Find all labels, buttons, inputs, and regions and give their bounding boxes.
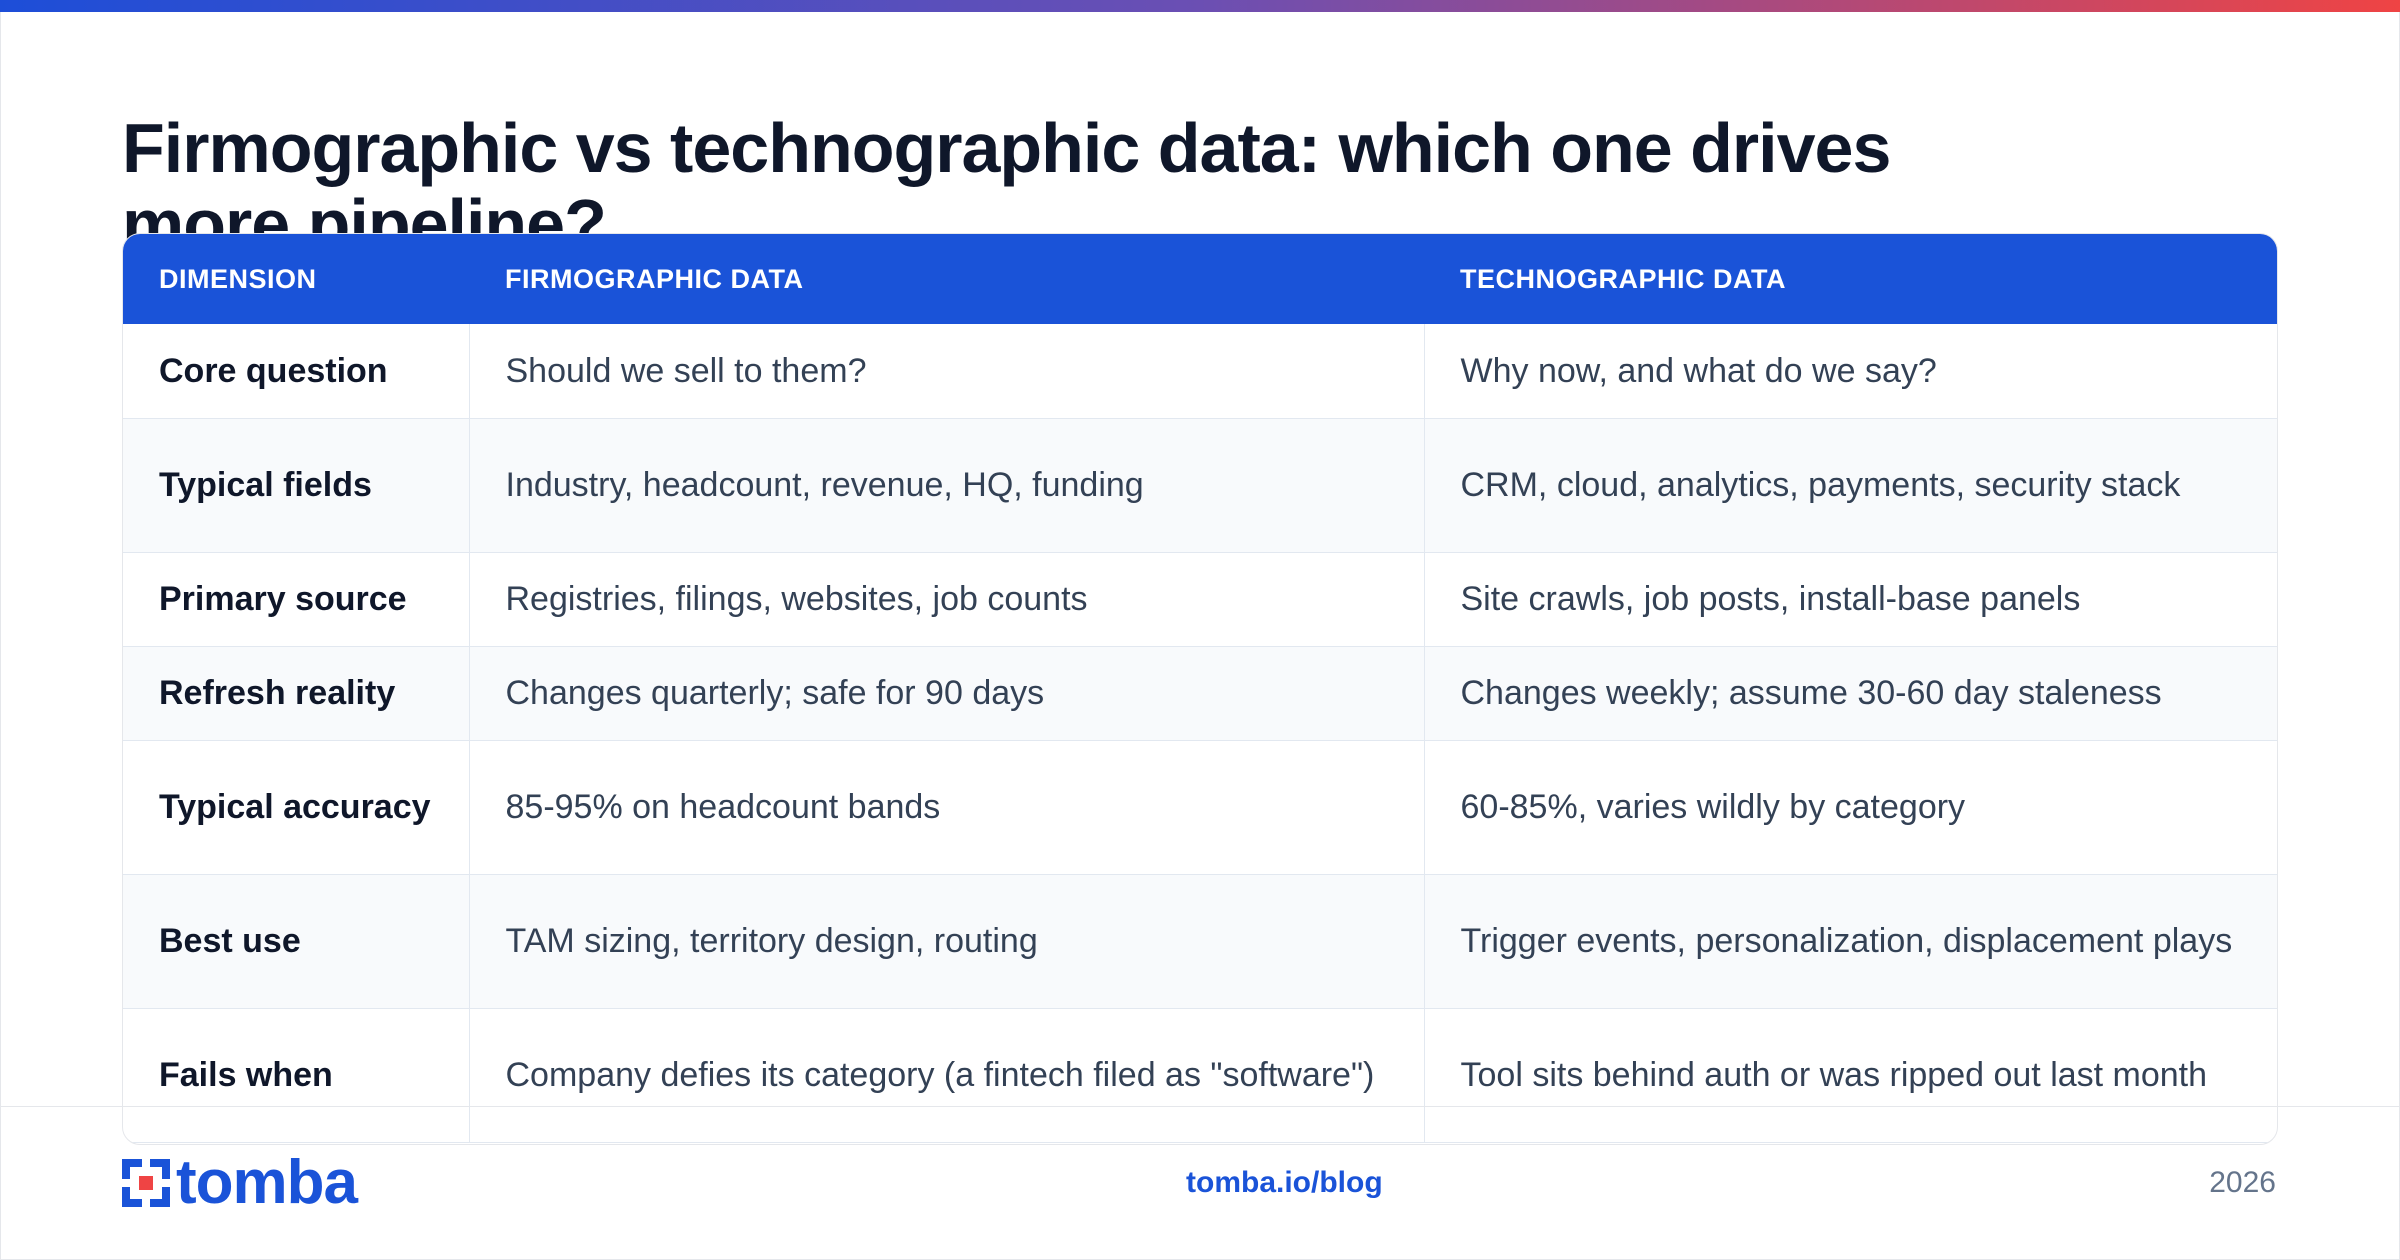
technographic-cell: CRM, cloud, analytics, payments, securit…	[1424, 418, 2277, 553]
firmographic-cell: Changes quarterly; safe for 90 days	[469, 646, 1425, 741]
table-row: Typical fields Industry, headcount, reve…	[123, 418, 2277, 553]
technographic-cell: Trigger events, personalization, displac…	[1424, 874, 2277, 1009]
header-dimension: DIMENSION	[123, 234, 469, 324]
technographic-cell: Tool sits behind auth or was ripped out …	[1424, 1008, 2277, 1143]
table-row: Refresh reality Changes quarterly; safe …	[123, 646, 2277, 741]
row-dimension: Refresh reality	[123, 646, 470, 741]
footer-year: 2026	[2209, 1166, 2276, 1199]
blog-link[interactable]: tomba.io/blog	[1186, 1166, 1383, 1199]
tomba-logo-mark-icon	[122, 1159, 170, 1207]
table-header-row: DIMENSION FIRMOGRAPHIC DATA TECHNOGRAPHI…	[123, 234, 2277, 324]
firmographic-cell: 85-95% on headcount bands	[469, 740, 1425, 875]
gradient-top-bar	[0, 0, 2400, 12]
row-dimension: Core question	[123, 324, 470, 419]
row-dimension: Best use	[123, 874, 470, 1009]
table-row: Best use TAM sizing, territory design, r…	[123, 874, 2277, 1009]
table-row: Fails when Company defies its category (…	[123, 1008, 2277, 1143]
header-firmographic: FIRMOGRAPHIC DATA	[469, 234, 1424, 324]
comparison-table-card: DIMENSION FIRMOGRAPHIC DATA TECHNOGRAPHI…	[122, 233, 2278, 1145]
technographic-cell: Site crawls, job posts, install-base pan…	[1424, 552, 2277, 647]
firmographic-cell: Industry, headcount, revenue, HQ, fundin…	[469, 418, 1425, 553]
technographic-cell: 60-85%, varies wildly by category	[1424, 740, 2277, 875]
row-dimension: Typical fields	[123, 418, 470, 553]
technographic-cell: Changes weekly; assume 30-60 day stalene…	[1424, 646, 2277, 741]
firmographic-cell: TAM sizing, territory design, routing	[469, 874, 1425, 1009]
table-row: Primary source Registries, filings, webs…	[123, 552, 2277, 647]
firmographic-cell: Should we sell to them?	[469, 324, 1425, 419]
comparison-table: DIMENSION FIRMOGRAPHIC DATA TECHNOGRAPHI…	[123, 234, 2277, 1143]
firmographic-cell: Registries, filings, websites, job count…	[469, 552, 1425, 647]
header-technographic: TECHNOGRAPHIC DATA	[1424, 234, 2277, 324]
footer-divider	[0, 1106, 2400, 1107]
logo-text: tomba	[176, 1148, 358, 1217]
table-row: Typical accuracy 85-95% on headcount ban…	[123, 740, 2277, 875]
row-dimension: Typical accuracy	[123, 740, 470, 875]
technographic-cell: Why now, and what do we say?	[1424, 324, 2277, 419]
table-row: Core question Should we sell to them? Wh…	[123, 324, 2277, 419]
tomba-logo: tomba	[122, 1148, 358, 1217]
firmographic-cell: Company defies its category (a fintech f…	[469, 1008, 1425, 1143]
row-dimension: Fails when	[123, 1008, 470, 1143]
row-dimension: Primary source	[123, 552, 470, 647]
